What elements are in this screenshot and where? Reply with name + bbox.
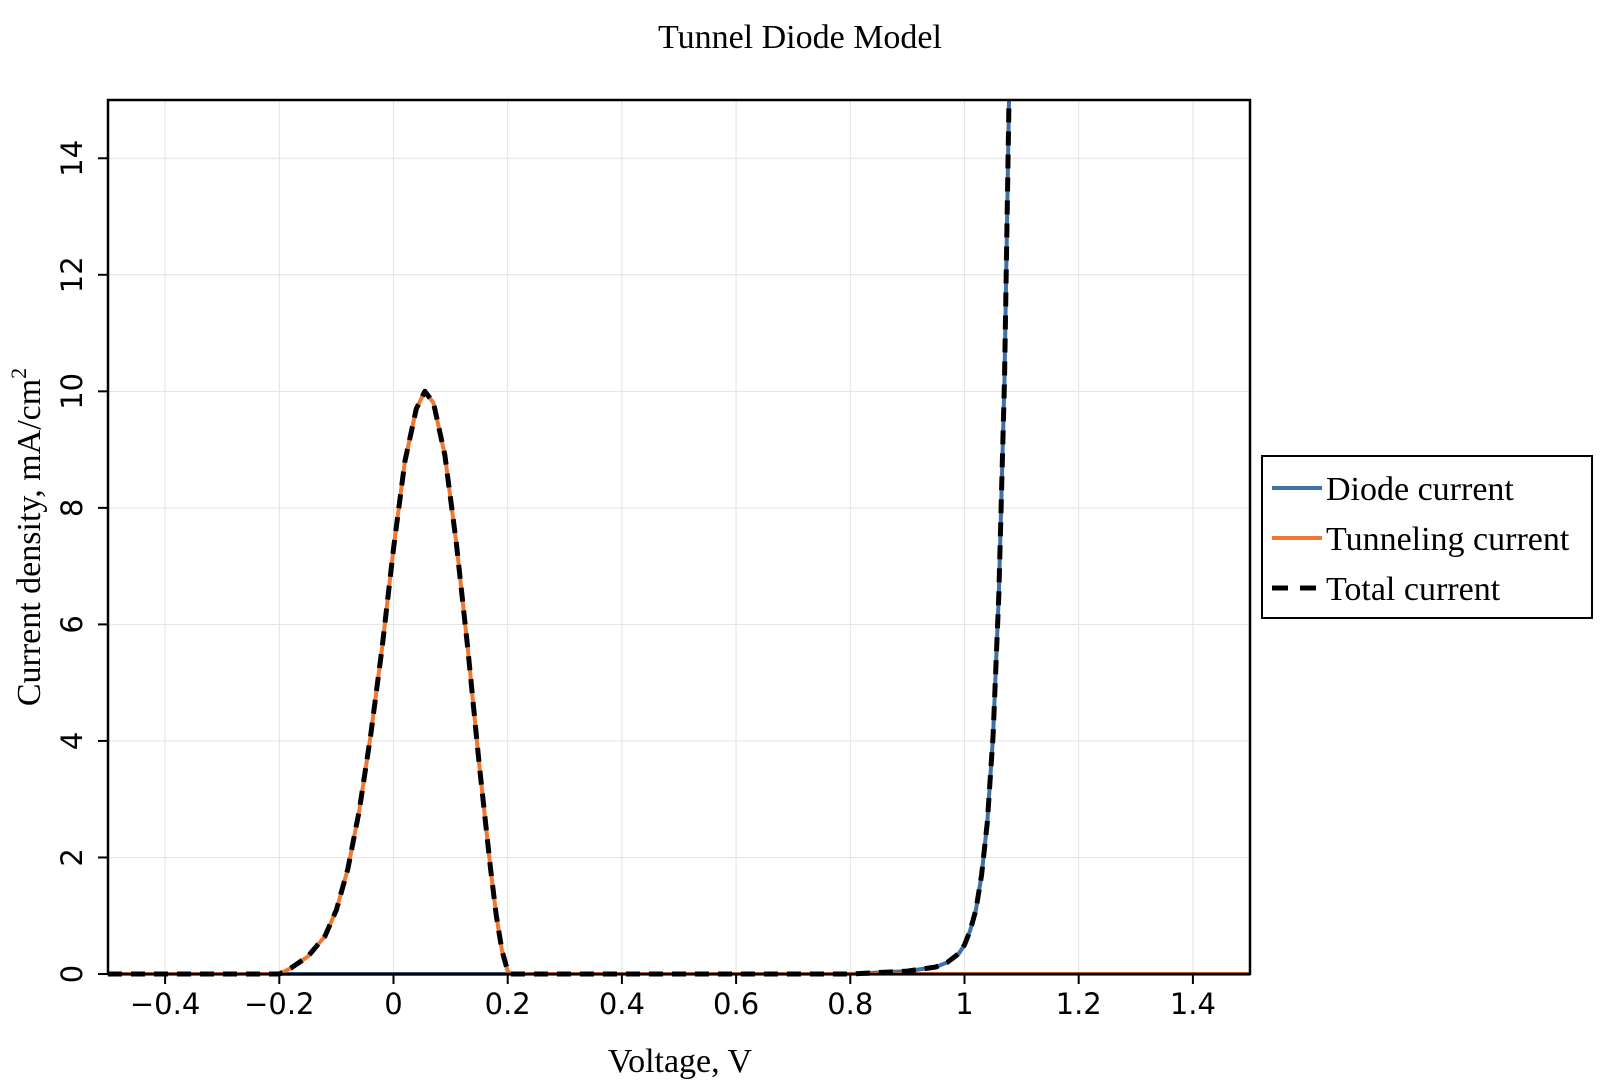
y-tick-label: 8 <box>55 499 89 517</box>
plot-frame <box>106 98 1252 976</box>
x-tick-label: −0.4 <box>130 987 200 1021</box>
y-tick-label: 4 <box>55 732 89 750</box>
x-tick-label: 1 <box>955 987 973 1021</box>
x-tick-label: 1.4 <box>1170 987 1216 1021</box>
y-tick-label: 0 <box>55 965 89 983</box>
y-tick-label: 10 <box>55 373 89 410</box>
y-tick-label: 14 <box>55 140 89 177</box>
y-axis-label-superscript: 2 <box>6 368 31 379</box>
legend: Diode current Tunneling current Total curr… <box>1261 455 1593 619</box>
x-tick-label: 1.2 <box>1056 987 1102 1021</box>
y-axis-label: Current density, mA/cm2 <box>6 368 48 706</box>
legend-label-diode-current: Diode current <box>1326 471 1514 508</box>
x-axis: −0.4 −0.2 0 0.2 0.4 0.6 0.8 1 1.2 1.4 <box>130 974 1216 1021</box>
x-tick-label: 0.2 <box>485 987 531 1021</box>
series-line-total-current <box>108 99 1012 977</box>
y-axis: 0 2 4 6 8 10 12 14 <box>55 140 108 983</box>
x-tick-label: −0.2 <box>244 987 314 1021</box>
x-axis-label: Voltage, V <box>608 1043 753 1080</box>
y-axis-label-main: Current density, mA/cm <box>11 379 48 706</box>
chart-title: Tunnel Diode Model <box>658 19 942 56</box>
series-line-diode-current <box>108 99 1011 976</box>
legend-label-total-current: Total current <box>1326 571 1501 608</box>
x-tick-label: 0 <box>384 987 402 1021</box>
legend-label-tunneling-current: Tunneling current <box>1326 521 1570 558</box>
y-tick-label: 2 <box>55 848 89 866</box>
grid <box>108 100 1250 975</box>
y-tick-label: 12 <box>55 256 89 293</box>
x-tick-label: 0.6 <box>713 987 759 1021</box>
y-tick-label: 6 <box>55 615 89 633</box>
x-tick-label: 0.8 <box>827 987 873 1021</box>
series-layer <box>108 99 1250 977</box>
x-tick-label: 0.4 <box>599 987 645 1021</box>
